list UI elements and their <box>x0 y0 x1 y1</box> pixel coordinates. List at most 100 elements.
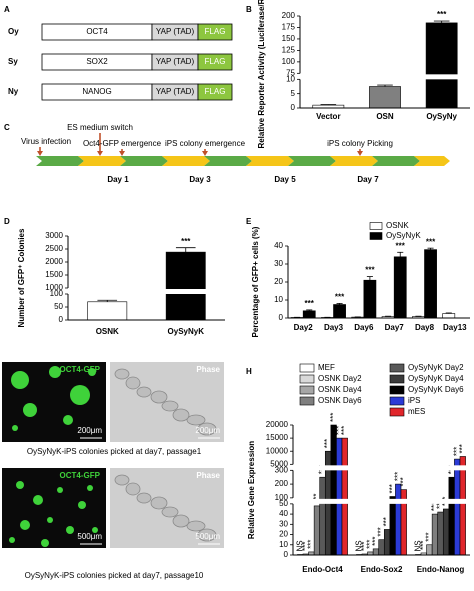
legend-swatch <box>299 363 315 373</box>
y-tick-label: 100 <box>50 289 64 298</box>
x-tick-label: Day7 <box>385 323 405 332</box>
y-tick-label: 0 <box>291 103 296 112</box>
x-tick-label: OySyNyK <box>168 327 205 336</box>
y-tick-label: 30 <box>279 519 288 528</box>
panel-label: D <box>4 217 10 226</box>
timeline-segment <box>372 156 420 166</box>
bar <box>378 539 385 556</box>
scale-label: 500μm <box>195 532 220 541</box>
legend-label: OySyNyK Day4 <box>408 374 464 383</box>
x-tick-label: Day3 <box>324 323 344 332</box>
bar <box>442 508 450 556</box>
bar <box>336 437 343 556</box>
significance: *** <box>436 500 445 509</box>
colony <box>70 385 90 405</box>
y-tick-label: 150 <box>282 34 296 43</box>
timeline-segment <box>36 156 84 166</box>
bar <box>442 313 456 319</box>
phase-colony <box>172 514 190 528</box>
bar <box>330 424 337 556</box>
colony <box>11 371 29 389</box>
y-tick-label: 100 <box>282 57 296 66</box>
legend-swatch <box>389 363 405 373</box>
y-tick-label: 75 <box>286 68 295 77</box>
significance: *** <box>365 266 375 275</box>
event-label: Oct4-GFP emergence <box>83 139 162 148</box>
tag-box <box>197 23 233 41</box>
legend-swatch <box>299 396 315 406</box>
y-tick-label: 10 <box>286 74 295 83</box>
y-tick-label: 15000 <box>266 433 289 442</box>
significance: *** <box>393 472 402 481</box>
phase-colony <box>136 386 152 398</box>
tag-label: FLAG <box>205 27 226 36</box>
phase-colony <box>114 368 130 380</box>
y-axis-label: Relative Gene Expression <box>247 441 256 539</box>
construct-name: Ny <box>8 87 19 96</box>
significance: *** <box>388 484 397 493</box>
colony <box>63 415 73 425</box>
axis-break <box>67 289 226 294</box>
significance: *** <box>312 494 321 503</box>
panel-label: B <box>246 5 252 14</box>
y-tick-label: 0 <box>59 315 64 324</box>
event-label: iPS colony Picking <box>327 139 393 148</box>
colony <box>49 366 61 378</box>
colony <box>87 485 93 491</box>
legend-label: OSNK <box>386 221 409 230</box>
day-label: Day 5 <box>274 175 296 184</box>
legend-label: OySyNyK <box>386 231 421 240</box>
event-label: ES medium switch <box>67 123 133 132</box>
significance: *** <box>399 477 408 486</box>
axis-break <box>292 498 471 504</box>
y-tick-label: 175 <box>282 23 296 32</box>
y-tick-label: 20 <box>279 530 288 539</box>
y-tick-label: 5000 <box>270 459 288 468</box>
legend-label: MEF <box>318 363 335 372</box>
bar <box>389 496 396 556</box>
legend-label: OSNK Day2 <box>318 374 362 383</box>
scale-label: 500μm <box>77 532 102 541</box>
y-tick-label: 10 <box>279 540 288 549</box>
timeline-segment <box>162 156 210 166</box>
y-tick-label: 1500 <box>45 270 63 279</box>
timeline-segment <box>330 156 378 166</box>
image-label: Phase <box>196 471 220 480</box>
significance: *** <box>365 540 374 549</box>
y-tick-label: 2500 <box>45 244 63 253</box>
significance: NS <box>413 540 422 551</box>
y-tick-label: 2000 <box>45 257 63 266</box>
bar <box>459 456 466 556</box>
legend-swatch <box>299 374 315 384</box>
y-tick-label: 100 <box>275 493 289 502</box>
y-axis-label: Percentage of GFP+ cells (%) <box>251 226 260 337</box>
arrow-head <box>119 151 125 156</box>
panel-label: H <box>246 367 252 376</box>
significance: *** <box>305 299 315 308</box>
scale-label: 200μm <box>195 426 220 435</box>
significance: *** <box>377 527 386 536</box>
legend-label: iPS <box>408 396 420 405</box>
bar <box>393 256 407 319</box>
significance: NS <box>295 540 304 551</box>
y-tick-label: 50 <box>279 499 288 508</box>
construct-name: Sy <box>8 57 18 66</box>
significance: *** <box>430 502 439 511</box>
factor-label: OCT4 <box>86 27 108 36</box>
x-tick-label: OySyNy <box>426 112 457 121</box>
bar <box>319 476 326 556</box>
y-tick-label: 300 <box>275 465 289 474</box>
construct-name: Oy <box>8 27 19 36</box>
bar <box>426 544 433 556</box>
arrow-head <box>202 151 208 156</box>
y-tick-label: 5 <box>291 89 296 98</box>
y-tick-label: 40 <box>274 241 283 250</box>
y-tick-label: 200 <box>275 479 289 488</box>
axis-break <box>299 74 471 80</box>
significance: *** <box>181 237 191 246</box>
caption: OySyNyK-iPS colonies picked at day7, pas… <box>27 447 202 456</box>
y-tick-label: 10 <box>274 295 283 304</box>
y-tick-label: 30 <box>274 259 283 268</box>
bar <box>333 304 346 319</box>
